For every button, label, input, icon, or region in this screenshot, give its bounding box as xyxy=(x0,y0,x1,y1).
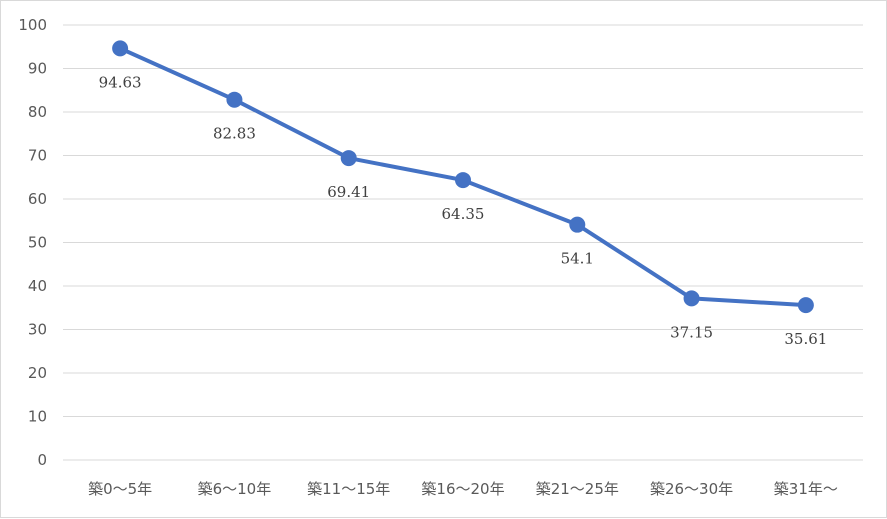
x-axis-ticks: 築0～5年 築6～10年 築11～15年 築16～20年 築21～25年 築26～30年 築… xyxy=(88,480,838,498)
x-tick-label: 築6～10年 xyxy=(198,480,272,498)
data-label-2: 69.41 xyxy=(327,183,370,201)
y-tick-label: 90 xyxy=(28,60,47,78)
data-labels: 94.63 82.83 69.41 64.35 54.1 37.15 35.61 xyxy=(99,73,828,348)
gridlines xyxy=(63,24,863,461)
series-markers xyxy=(112,40,814,314)
y-tick-label: 50 xyxy=(28,234,47,252)
data-point-2 xyxy=(340,150,357,167)
y-tick-label: 70 xyxy=(28,147,47,165)
x-tick-label: 築0～5年 xyxy=(88,480,152,498)
data-point-0 xyxy=(112,40,129,57)
y-tick-label: 60 xyxy=(28,190,47,208)
data-label-1: 82.83 xyxy=(213,125,256,143)
x-tick-label: 築26～30年 xyxy=(650,480,733,498)
y-tick-label: 0 xyxy=(37,451,47,469)
x-tick-label: 築11～15年 xyxy=(307,480,390,498)
data-label-3: 64.35 xyxy=(442,205,485,223)
data-label-4: 54.1 xyxy=(561,250,594,268)
y-tick-label: 100 xyxy=(18,16,47,34)
y-tick-label: 80 xyxy=(28,103,47,121)
y-tick-label: 40 xyxy=(28,277,47,295)
data-point-4 xyxy=(569,216,586,233)
x-tick-label: 築31年～ xyxy=(774,480,838,498)
data-point-6 xyxy=(797,297,814,314)
y-axis-ticks: 0 10 20 30 40 50 60 70 80 90 100 xyxy=(18,16,47,469)
x-tick-label: 築21～25年 xyxy=(536,480,619,498)
data-label-0: 94.63 xyxy=(99,73,142,91)
x-tick-label: 築16～20年 xyxy=(421,480,504,498)
data-point-1 xyxy=(226,91,243,108)
y-tick-label: 20 xyxy=(28,364,47,382)
data-point-3 xyxy=(455,172,471,189)
data-label-5: 37.15 xyxy=(670,323,713,341)
y-tick-label: 10 xyxy=(28,408,47,426)
data-point-5 xyxy=(683,290,700,307)
y-tick-label: 30 xyxy=(28,321,47,339)
data-label-6: 35.61 xyxy=(784,330,827,348)
